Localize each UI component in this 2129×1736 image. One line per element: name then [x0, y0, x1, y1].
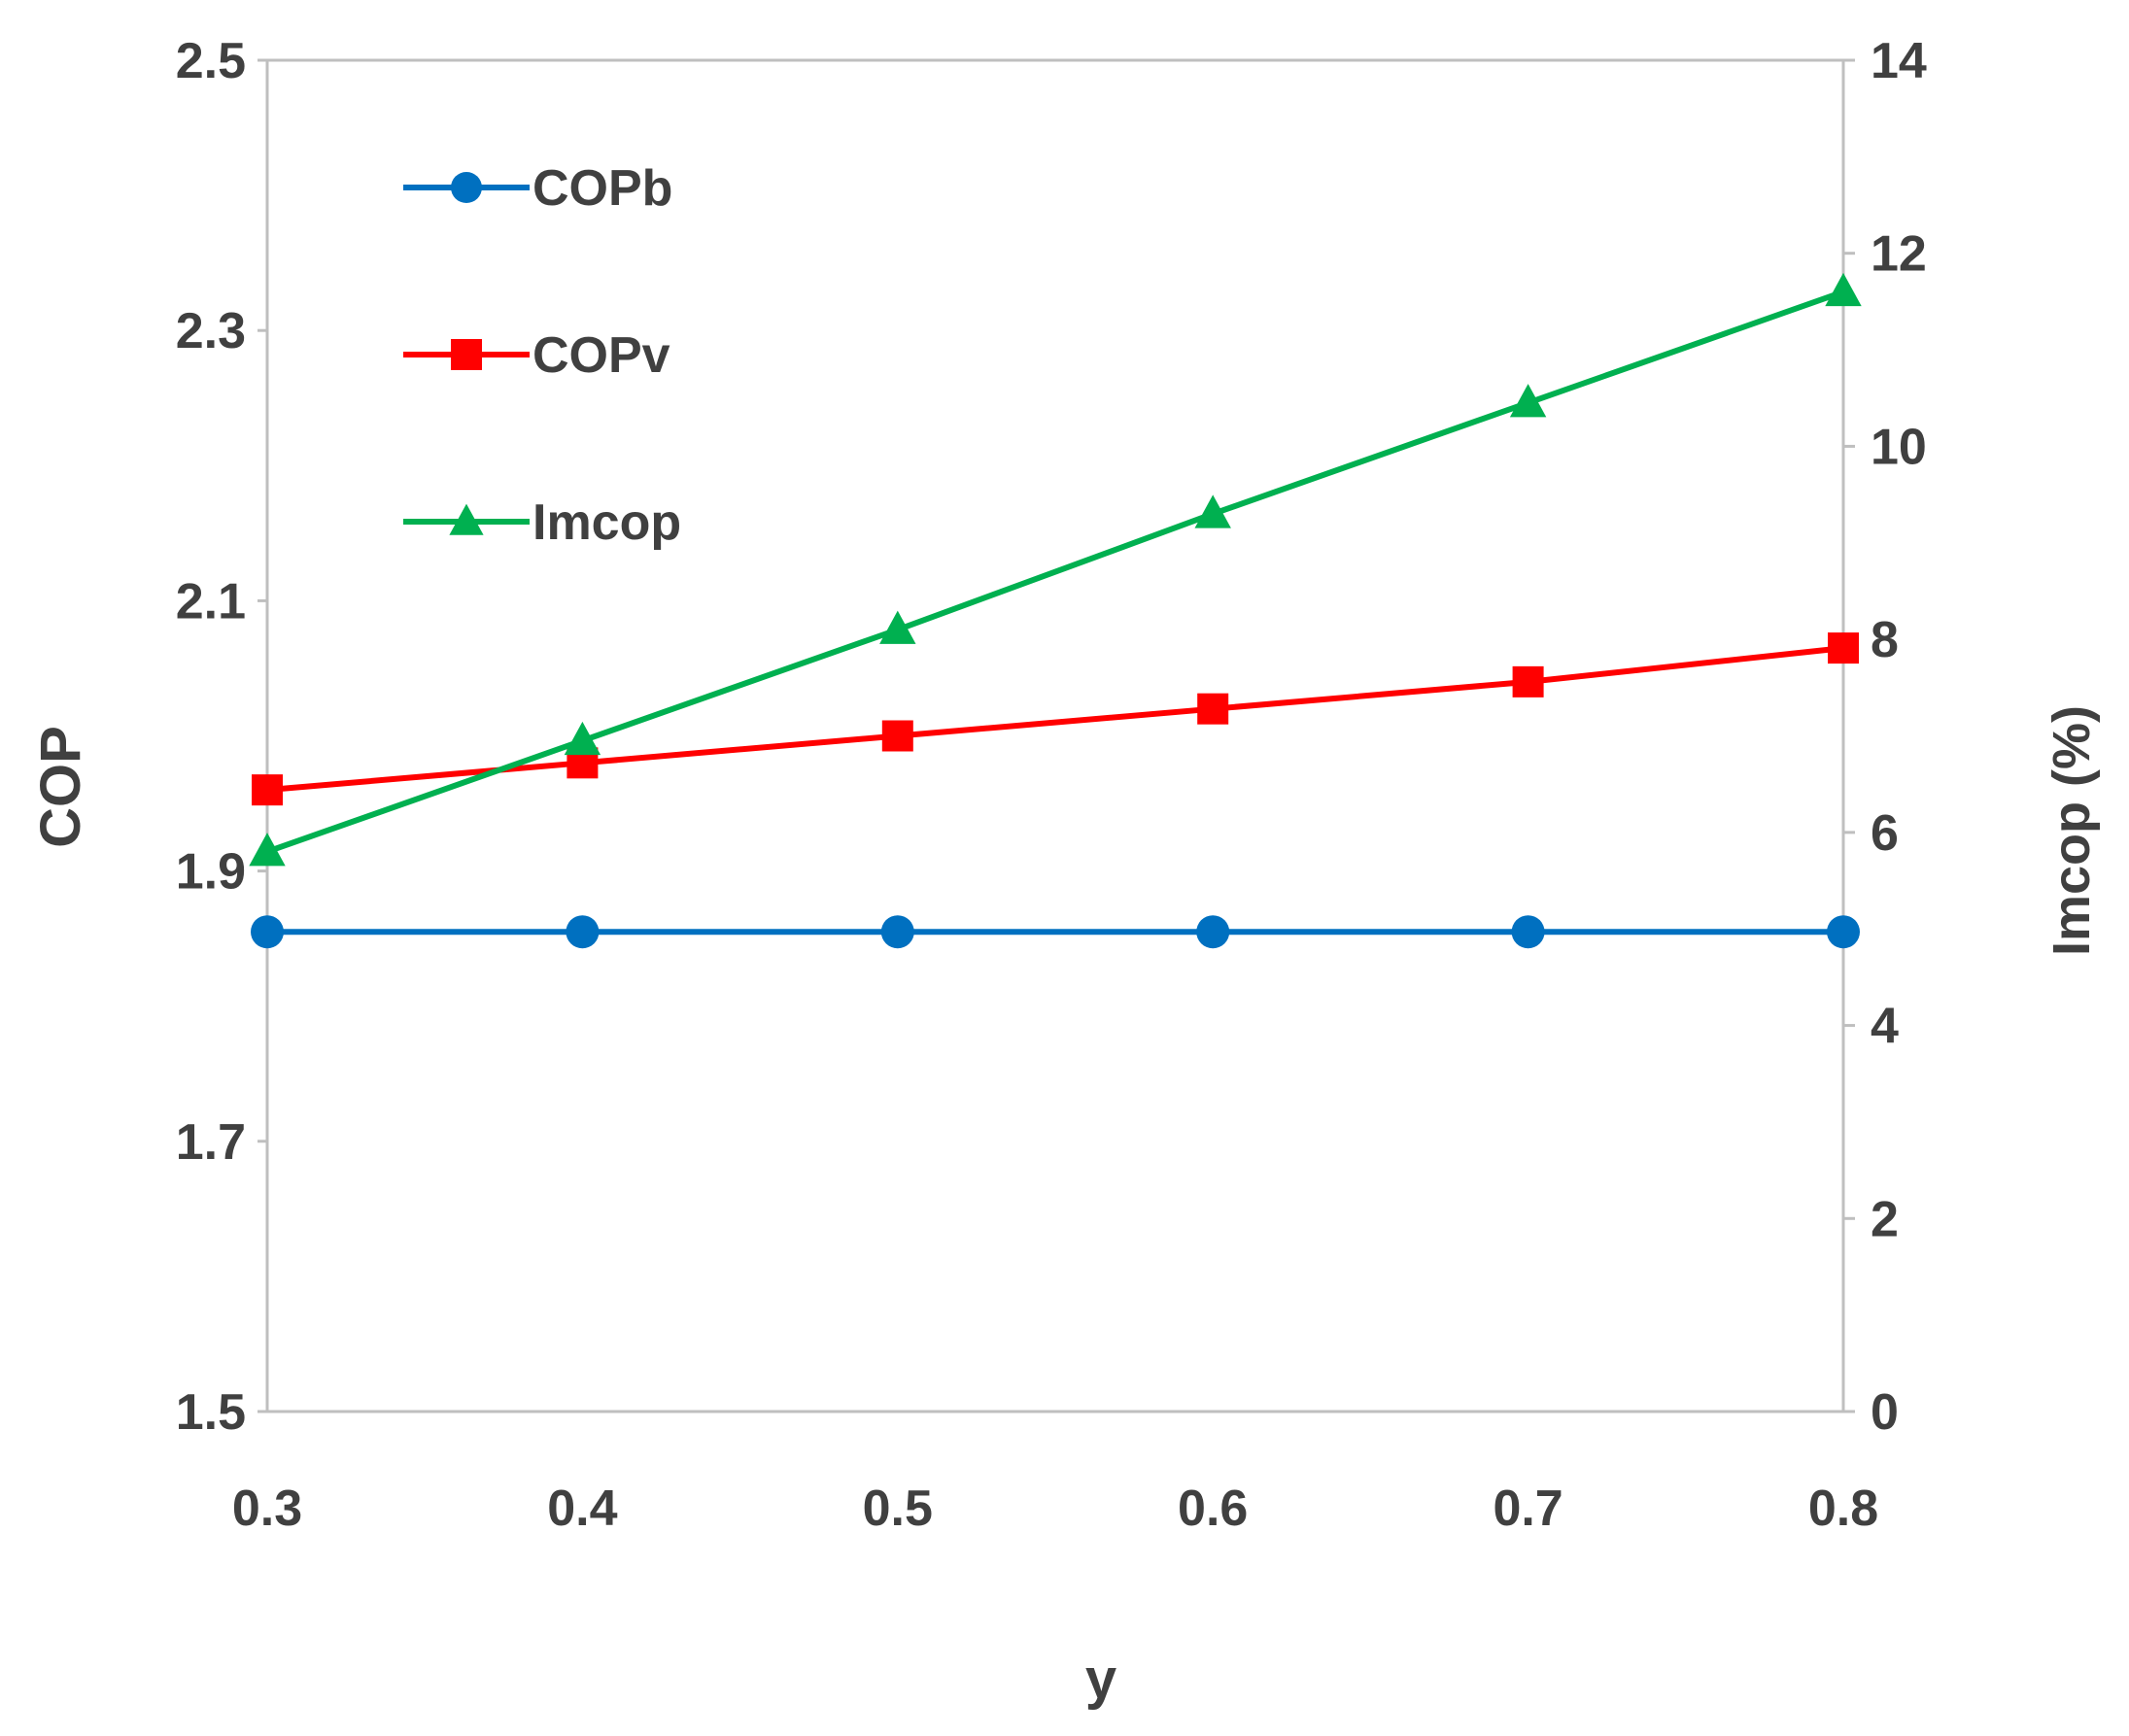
data-point-triangle	[249, 833, 286, 867]
data-point-square	[1512, 665, 1544, 698]
data-point-triangle	[564, 721, 601, 756]
data-point-circle	[1511, 915, 1545, 949]
data-point-circle	[880, 915, 914, 949]
data-point-circle	[566, 915, 600, 949]
data-point-square	[451, 339, 482, 370]
series-line-copv	[266, 645, 1844, 794]
data-point-circle	[251, 915, 284, 949]
x-tick-label: 0.5	[863, 1481, 933, 1537]
tick-labels: 1.5 1.7 1.9 2.1 2.3 2.5 0 2 4 6 8 10 12 14 0.3 0.4 0.5 0.…	[176, 33, 1927, 1537]
data-point-triangle	[879, 610, 916, 644]
y2-tick-label: 4	[1871, 999, 1899, 1055]
x-tick-label: 0.6	[1178, 1481, 1248, 1537]
y-tick-label: 1.7	[176, 1114, 246, 1171]
legend-item-imcop: Imcop	[403, 494, 681, 551]
x-tick-label: 0.3	[232, 1481, 302, 1537]
y-tick-label: 2.3	[176, 303, 246, 359]
plot-frame	[265, 58, 1845, 1413]
data-point-triangle	[1509, 384, 1547, 418]
data-point-square	[252, 774, 283, 806]
y2-tick-label: 8	[1871, 612, 1899, 668]
y-axis-title: COP	[29, 726, 92, 848]
y-tick-label: 2.5	[176, 33, 246, 89]
data-point-triangle	[449, 503, 484, 535]
axes	[258, 58, 1855, 1413]
y-tick-label: 1.9	[176, 844, 246, 901]
x-tick-label: 0.8	[1808, 1481, 1878, 1537]
data-point-circle	[451, 172, 482, 203]
y-tick-label: 1.5	[176, 1384, 246, 1441]
legend-item-copv: COPv	[403, 327, 670, 384]
legend-label: Imcop	[532, 494, 681, 551]
x-tick-label: 0.4	[547, 1481, 617, 1537]
series-imcop	[249, 272, 1862, 867]
data-point-square	[881, 720, 913, 752]
series-copv	[252, 632, 1859, 806]
y2-axis-title: Imcop (%)	[2043, 705, 2101, 956]
y2-tick-label: 6	[1871, 805, 1899, 862]
y2-tick-label: 0	[1871, 1384, 1899, 1441]
data-point-square	[1197, 693, 1229, 725]
y2-tick-label: 12	[1871, 226, 1927, 283]
series-line-imcop	[266, 289, 1844, 855]
data-point-square	[1828, 632, 1859, 664]
series-group	[249, 272, 1862, 949]
y2-tick-label: 14	[1871, 33, 1927, 89]
data-point-triangle	[1194, 494, 1231, 528]
data-point-circle	[1196, 915, 1230, 949]
data-point-circle	[1827, 915, 1860, 949]
y2-tick-label: 2	[1871, 1191, 1899, 1247]
series-copb	[251, 915, 1860, 949]
legend-item-copb: COPb	[403, 160, 672, 217]
legend: COPb COPv Imcop	[403, 160, 681, 551]
x-axis-title: y	[1085, 1648, 1116, 1711]
y-tick-label: 2.1	[176, 573, 246, 630]
legend-label: COPb	[532, 160, 672, 217]
y2-tick-label: 10	[1871, 419, 1927, 475]
data-point-triangle	[1825, 272, 1862, 307]
x-tick-label: 0.7	[1493, 1481, 1562, 1537]
legend-label: COPv	[532, 327, 670, 384]
